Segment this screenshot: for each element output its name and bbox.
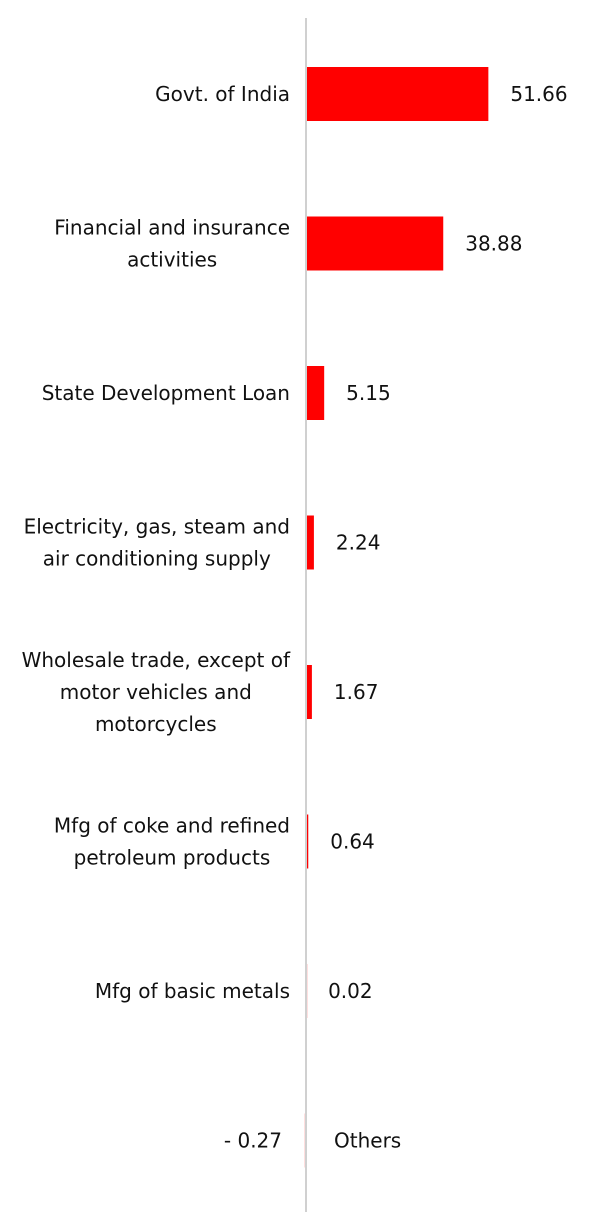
category-label-line: State Development Loan: [42, 381, 290, 405]
category-label-line: Financial and insurance: [54, 216, 290, 240]
category-label-line: Wholesale trade, except of: [22, 648, 291, 672]
value-label: 1.67: [334, 680, 379, 704]
bar: [306, 515, 314, 570]
category-label-line: Electricity, gas, steam and: [24, 515, 290, 539]
category-label: Wholesale trade, except of motor vehicles…: [22, 648, 291, 736]
value-label: 2.24: [336, 531, 381, 555]
category-label: Electricity, gas, steam and air condition…: [24, 515, 290, 571]
category-label: Mfg of basic metals: [95, 979, 290, 1003]
category-label-line: petroleum products: [74, 846, 271, 870]
category-labels-group: Govt. of India Financial and insurance act…: [22, 82, 402, 1153]
bar: [306, 216, 444, 271]
value-labels-group: 51.66 38.88 5.15 2.24 1.67 0.64 0.02 - 0.27: [224, 82, 568, 1153]
category-label-line: Mfg of coke and refined: [54, 814, 290, 838]
bar: [306, 366, 325, 420]
category-label: Others: [334, 1129, 401, 1153]
value-label: 0.02: [328, 979, 373, 1003]
value-label: - 0.27: [224, 1129, 282, 1153]
value-label: 5.15: [346, 381, 391, 405]
category-label: Govt. of India: [155, 82, 290, 106]
bar: [306, 665, 312, 719]
value-label: 38.88: [465, 232, 522, 256]
category-label-line: Mfg of basic metals: [95, 979, 290, 1003]
category-label-line: motorcycles: [95, 712, 217, 736]
bar: [306, 67, 489, 121]
category-label-line: air conditioning supply: [43, 547, 271, 571]
category-label: State Development Loan: [42, 381, 290, 405]
value-label: 0.64: [330, 830, 375, 854]
category-label: Mfg of coke and refined petroleum product…: [54, 814, 290, 870]
category-label-line: Govt. of India: [155, 82, 290, 106]
bars-group: [304, 67, 489, 1168]
value-label: 51.66: [510, 82, 567, 106]
bar: [306, 814, 309, 869]
category-label-line: Others: [334, 1129, 401, 1153]
category-label-line: activities: [127, 248, 217, 272]
category-label-line: motor vehicles and: [60, 680, 252, 704]
category-label: Financial and insurance activities: [54, 216, 290, 272]
